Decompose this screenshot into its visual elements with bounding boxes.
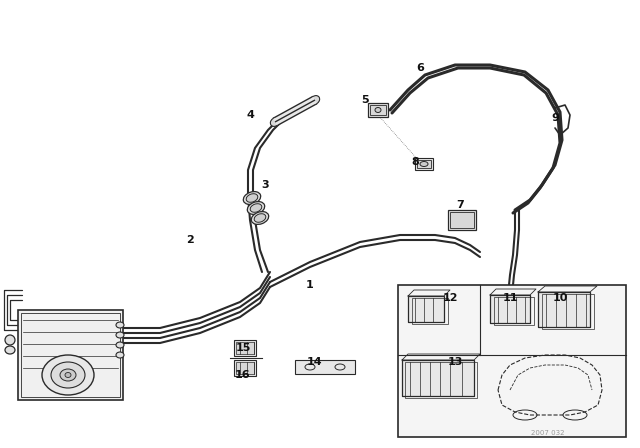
Ellipse shape bbox=[116, 322, 124, 328]
Text: 3: 3 bbox=[261, 180, 269, 190]
Text: 10: 10 bbox=[552, 293, 568, 303]
Bar bbox=[236, 362, 254, 374]
Ellipse shape bbox=[254, 214, 266, 222]
Bar bbox=[398, 285, 626, 437]
Ellipse shape bbox=[5, 346, 15, 354]
Bar bbox=[494, 297, 534, 325]
Ellipse shape bbox=[252, 211, 269, 224]
Text: 6: 6 bbox=[416, 63, 424, 73]
Bar bbox=[417, 160, 431, 168]
Ellipse shape bbox=[270, 117, 280, 126]
Ellipse shape bbox=[51, 362, 85, 388]
Bar bbox=[405, 362, 477, 398]
Bar bbox=[450, 212, 474, 228]
Bar bbox=[236, 342, 254, 354]
Ellipse shape bbox=[247, 202, 265, 215]
Ellipse shape bbox=[250, 204, 262, 212]
Text: 4: 4 bbox=[246, 110, 254, 120]
Ellipse shape bbox=[505, 347, 513, 353]
Ellipse shape bbox=[116, 332, 124, 338]
Bar bbox=[490, 295, 530, 323]
Bar bbox=[402, 360, 474, 396]
Ellipse shape bbox=[116, 342, 124, 348]
Ellipse shape bbox=[502, 345, 516, 355]
Bar bbox=[538, 292, 590, 327]
Text: 5: 5 bbox=[361, 95, 369, 105]
Ellipse shape bbox=[246, 194, 258, 202]
Ellipse shape bbox=[310, 95, 319, 104]
Ellipse shape bbox=[243, 192, 260, 204]
Text: 13: 13 bbox=[447, 357, 463, 367]
Text: 16: 16 bbox=[235, 370, 251, 380]
Bar bbox=[542, 294, 594, 329]
Text: 12: 12 bbox=[442, 293, 458, 303]
Ellipse shape bbox=[60, 369, 76, 381]
Text: 1: 1 bbox=[306, 280, 314, 290]
Bar bbox=[448, 210, 476, 230]
Bar bbox=[368, 103, 388, 117]
Bar bbox=[295, 360, 355, 374]
Bar bbox=[234, 340, 256, 356]
Bar bbox=[370, 105, 386, 115]
Bar bbox=[18, 310, 123, 400]
Bar bbox=[415, 158, 433, 170]
Ellipse shape bbox=[42, 355, 94, 395]
Ellipse shape bbox=[375, 108, 381, 112]
Bar bbox=[408, 296, 444, 322]
Text: 2: 2 bbox=[186, 235, 194, 245]
Text: 15: 15 bbox=[236, 343, 251, 353]
Ellipse shape bbox=[116, 352, 124, 358]
Text: 9: 9 bbox=[551, 113, 559, 123]
Text: 2007 032: 2007 032 bbox=[531, 430, 564, 436]
Bar bbox=[21, 313, 120, 397]
Ellipse shape bbox=[5, 335, 15, 345]
Bar bbox=[234, 360, 256, 376]
Text: 8: 8 bbox=[411, 157, 419, 167]
Ellipse shape bbox=[65, 372, 71, 378]
Bar bbox=[412, 298, 448, 324]
Text: 7: 7 bbox=[456, 200, 464, 210]
Ellipse shape bbox=[420, 161, 428, 167]
Text: 14: 14 bbox=[307, 357, 323, 367]
Text: 11: 11 bbox=[502, 293, 518, 303]
